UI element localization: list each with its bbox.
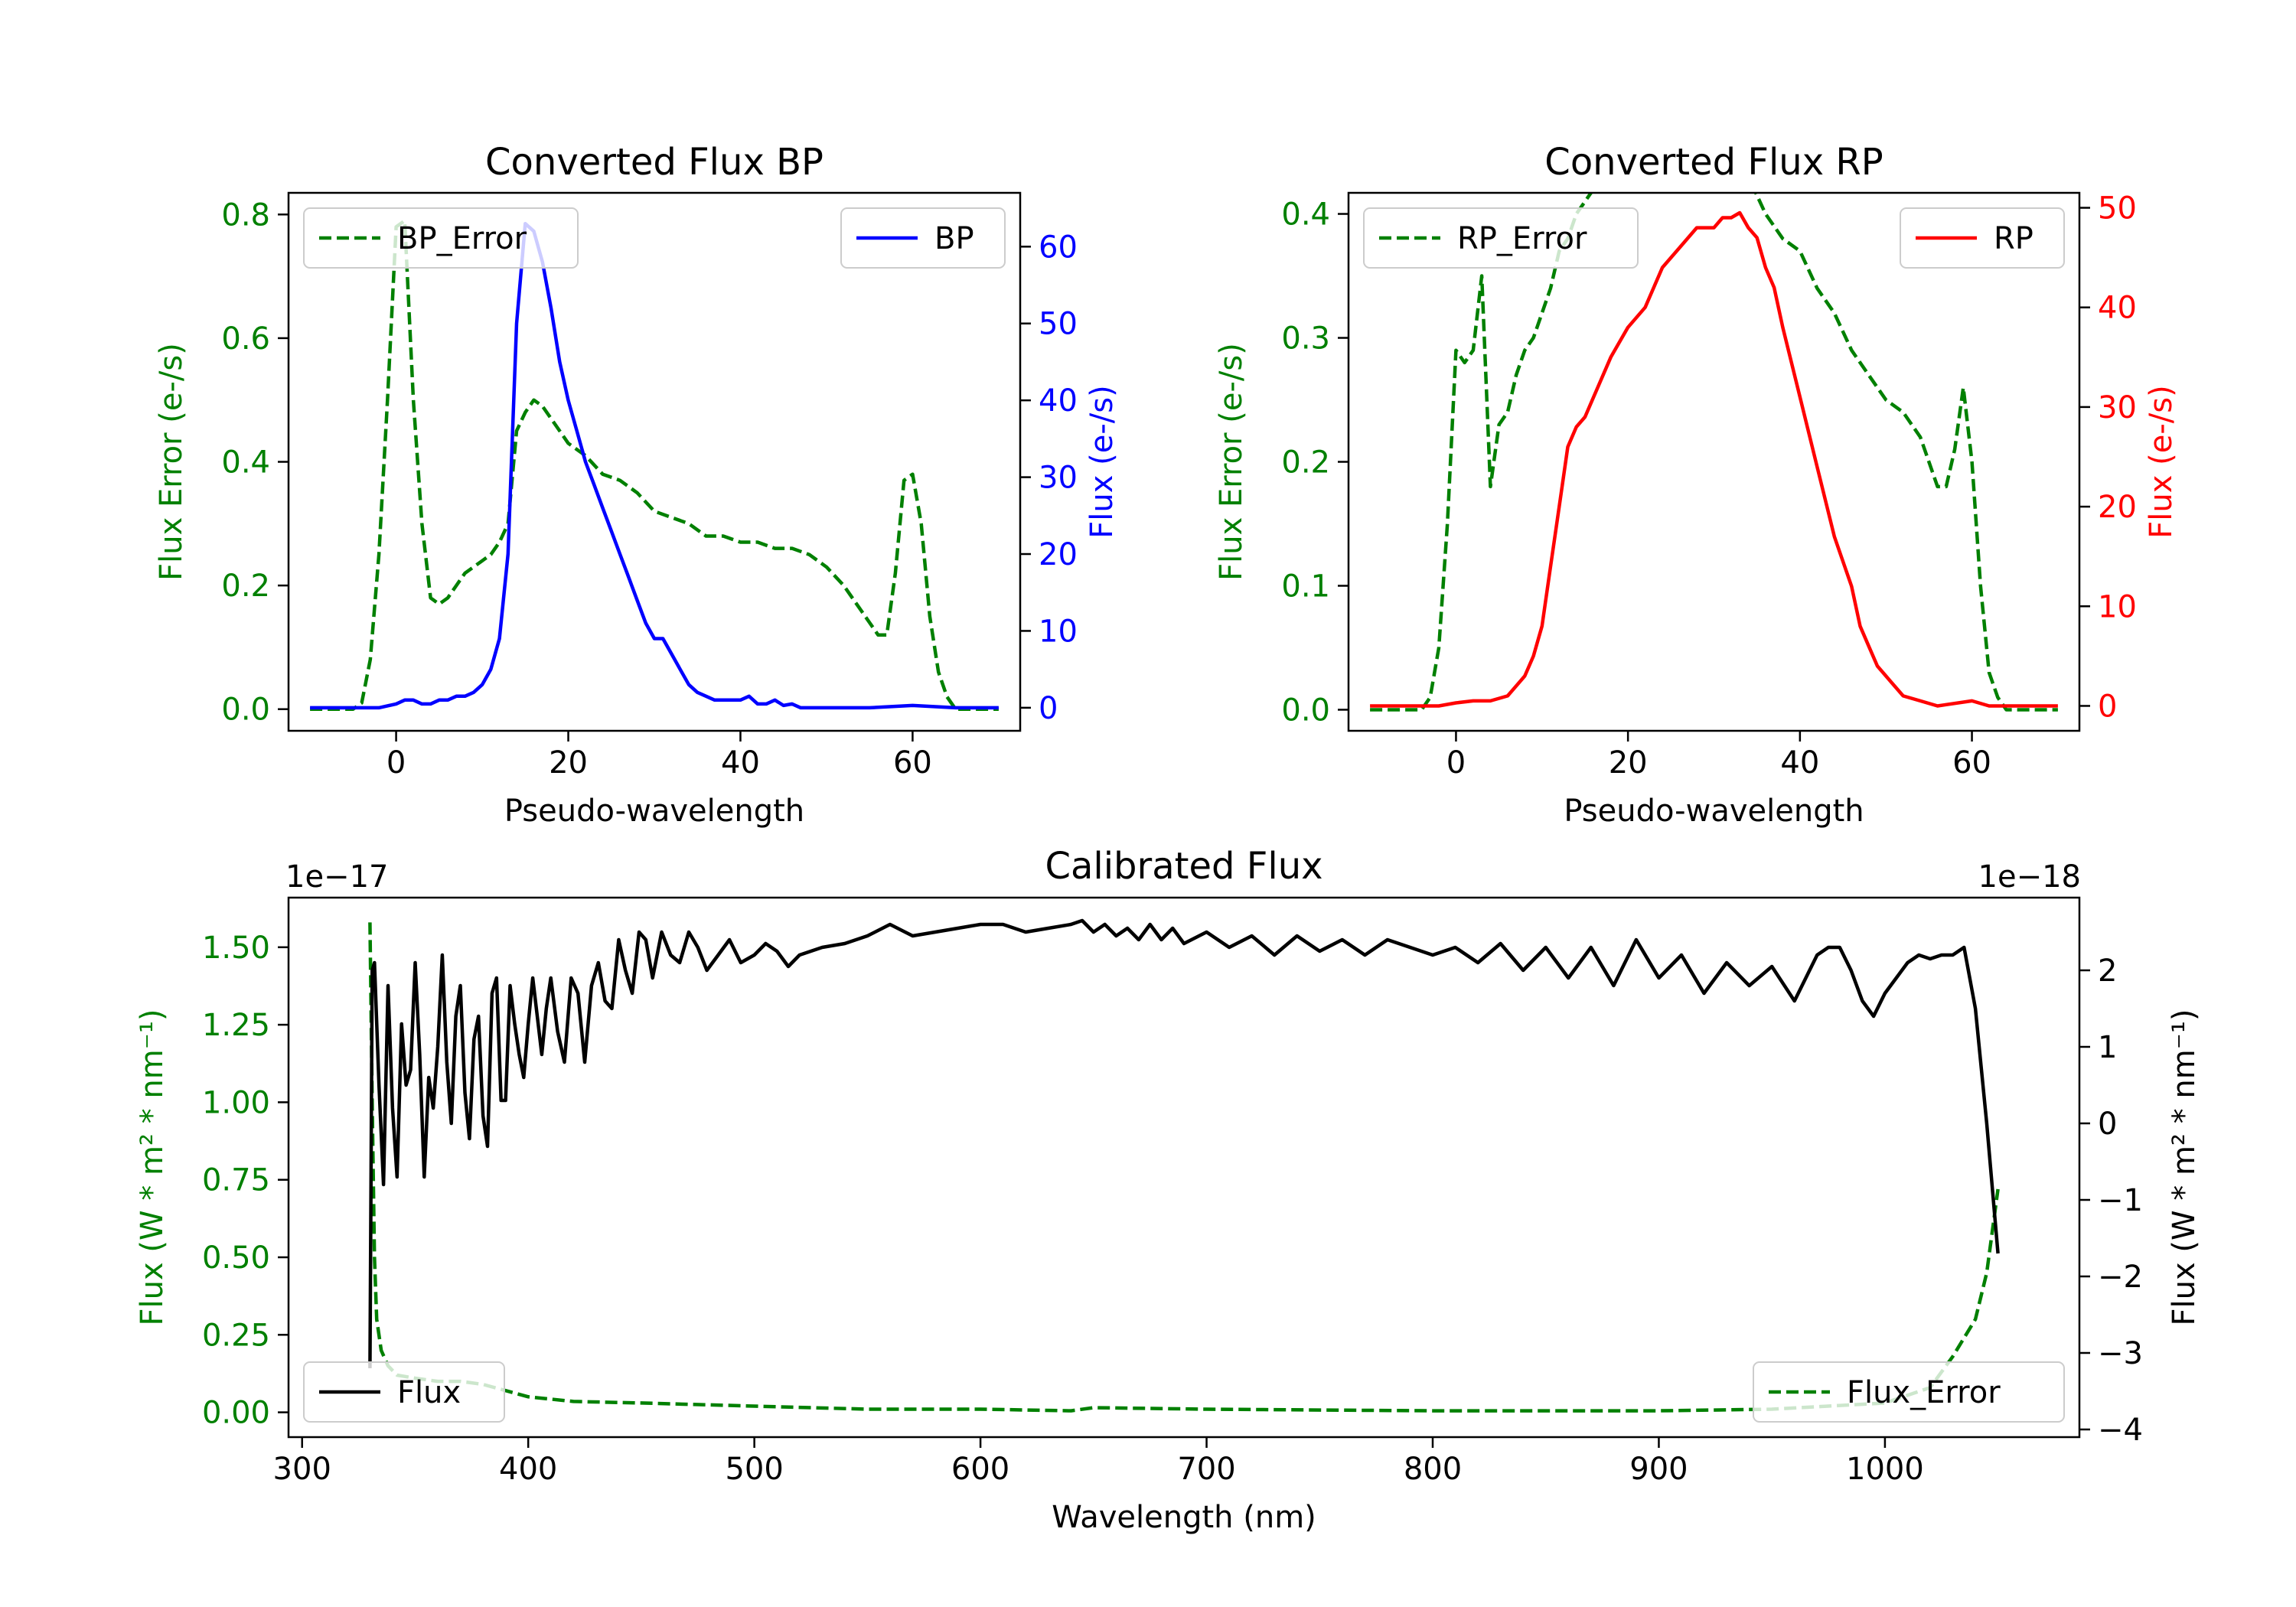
left-tick-label: 0.00 [202,1396,270,1431]
legend-label: Flux_Error [1847,1375,2001,1410]
left-tick-label: 0.25 [202,1318,270,1353]
right-tick-label: 30 [2098,390,2137,425]
series-group [310,219,999,711]
subplot-converted-flux-bp: 0 20 40 60 0.0 0.2 0.4 0.6 0.8 0 10 20 30 40 50 60 Conve… [154,141,1120,829]
legend-box [1363,207,1639,269]
series-line-bp-error [310,219,999,711]
x-tick-label: 20 [1609,745,1648,781]
x-tick-label: 400 [499,1452,557,1487]
right-tick-label: 50 [1039,307,1078,342]
x-tick-label: 40 [1780,745,1819,781]
right-tick-label: 20 [2098,490,2137,525]
legend-box [303,1361,505,1423]
legend-flux-error: Flux_Error [1753,1361,2065,1423]
left-tick-label: 0.2 [1281,445,1330,481]
x-tick-label: 500 [725,1452,783,1487]
right-tick-label: 2 [2098,953,2117,989]
series-line-flux [368,918,2000,1369]
right-tick-label: 0 [2098,1107,2117,1142]
x-tick-label: 800 [1404,1452,1462,1487]
right-offset-label: 1e−18 [1978,859,2081,895]
legend-box [303,207,579,269]
left-tick-label: 0.50 [202,1240,270,1276]
left-tick-label: 0.4 [221,445,270,481]
right-tick-label: 0 [1039,691,1058,726]
right-tick-label: −2 [2098,1260,2143,1295]
right-tick-label: 30 [1039,461,1078,496]
left-tick-label: 0.1 [1281,569,1330,604]
right-tick-label: 60 [1039,230,1078,265]
right-tick-label: −1 [2098,1183,2143,1218]
subplot-calibrated-flux: 300 400 500 600 700 800 900 1000 0.00 0.25 0.50 0.7… [135,845,2202,1535]
series-line-rp [1370,210,2058,708]
chart-title: Calibrated Flux [1045,845,1322,888]
x-axis-label: Pseudo-wavelength [504,794,804,829]
x-tick-label: 0 [1446,745,1466,781]
legend-rp: RP [1900,207,2065,269]
x-tick-label: 700 [1177,1452,1235,1487]
legend-label: RP_Error [1457,221,1587,256]
left-axis-label: Flux (W * m² * nm⁻¹) [135,1009,170,1326]
right-tick-label: 0 [2098,689,2117,724]
legend-label: BP_Error [397,221,527,256]
left-tick-label: 1.25 [202,1008,270,1043]
legend-box [840,207,1006,269]
x-tick-label: 40 [721,745,760,781]
legend-box [1753,1361,2065,1423]
axes-frame [287,896,2081,1439]
chart-title: Converted Flux BP [485,141,823,184]
x-tick-label: 600 [951,1452,1009,1487]
left-tick-label: 0.75 [202,1163,270,1198]
left-tick-label: 0.0 [1281,693,1330,728]
right-tick-label: −4 [2098,1413,2143,1448]
series-group [1370,193,2058,712]
left-offset-label: 1e−17 [285,859,388,895]
legend-bp-error: BP_Error [303,207,579,269]
x-tick-label: 60 [893,745,932,781]
right-tick-label: 10 [1039,614,1078,649]
right-axis-label: Flux (e-/s) [1084,385,1120,538]
left-tick-label: 1.50 [202,931,270,966]
legend-box [1900,207,2065,269]
chart-title: Converted Flux RP [1544,141,1883,184]
series-line-bp [310,221,999,710]
left-tick-label: 0.2 [221,569,270,604]
x-tick-label: 300 [273,1452,331,1487]
right-tick-label: 20 [1039,537,1078,572]
right-tick-label: 40 [2098,291,2137,326]
left-tick-label: 1.00 [202,1085,270,1120]
x-tick-label: 20 [549,745,588,781]
legend-label: Flux [397,1375,461,1410]
series-line-rp-error [1370,193,2058,712]
left-tick-label: 0.6 [221,321,270,357]
x-tick-label: 60 [1952,745,1991,781]
left-tick-label: 0.0 [221,693,270,728]
x-tick-label: 900 [1629,1452,1688,1487]
left-axis-label: Flux Error (e-/s) [1214,343,1249,581]
right-tick-label: −3 [2098,1336,2143,1371]
left-tick-label: 0.4 [1281,197,1330,233]
right-axis-label: Flux (W * m² * nm⁻¹) [2167,1009,2202,1326]
x-axis-label: Wavelength (nm) [1052,1500,1316,1535]
legend-bp: BP [840,207,1006,269]
right-tick-label: 50 [2098,191,2137,227]
legend-flux: Flux [303,1361,505,1423]
right-tick-label: 10 [2098,589,2137,624]
legend-label: BP [934,221,974,256]
right-axis-label: Flux (e-/s) [2144,385,2179,538]
left-tick-label: 0.3 [1281,321,1330,357]
right-tick-label: 40 [1039,383,1078,419]
right-tick-label: 1 [2098,1030,2117,1065]
subplot-converted-flux-rp: 0 20 40 60 0.0 0.1 0.2 0.3 0.4 0 10 20 30 40 50 Convert… [1214,141,2179,829]
left-axis-label: Flux Error (e-/s) [154,343,189,581]
legend-rp-error: RP_Error [1363,207,1639,269]
legend-label: RP [1994,221,2033,256]
x-axis-label: Pseudo-wavelength [1564,794,1864,829]
left-tick-label: 0.8 [221,197,270,233]
x-tick-label: 0 [386,745,406,781]
x-tick-label: 1000 [1846,1452,1924,1487]
